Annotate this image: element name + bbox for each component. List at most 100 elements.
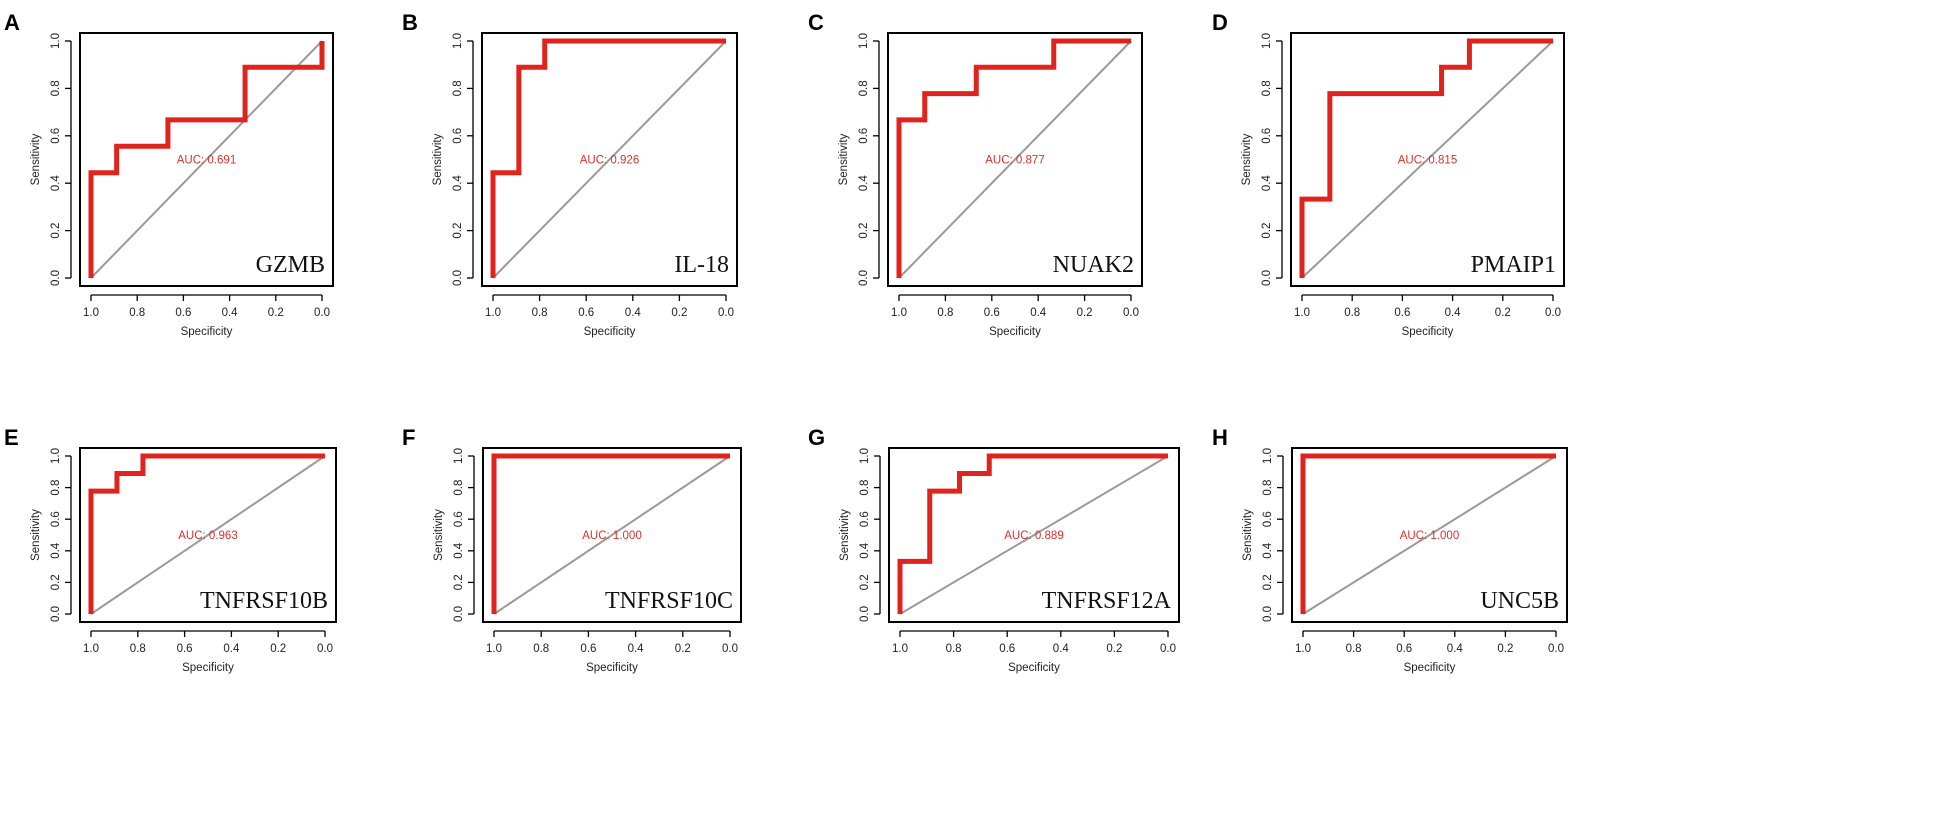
auc-label: AUC: 0.963	[178, 530, 237, 542]
roc-curve	[491, 453, 730, 614]
y-tick-label: 0.4	[50, 175, 62, 192]
x-axis-title: Specificity	[182, 662, 234, 674]
reference-diagonal	[1302, 455, 1557, 615]
x-tick-label: 0.0	[1545, 307, 1561, 319]
plot-frame	[887, 32, 1143, 287]
y-tick-label: 0.6	[50, 128, 62, 144]
x-tick-label: 0.6	[175, 307, 191, 319]
gene-label: PMAIP1	[1471, 252, 1556, 278]
x-tick-label: 0.4	[1445, 307, 1462, 319]
x-tick-label: 0.0	[1548, 643, 1564, 655]
y-tick-label: 0.6	[452, 128, 464, 144]
x-tick-label: 0.6	[999, 643, 1015, 655]
y-tick-label: 0.0	[50, 606, 62, 622]
reference-diagonal	[90, 40, 323, 279]
panel-letter: E	[4, 425, 19, 450]
y-tick-label: 0.8	[1261, 80, 1273, 96]
y-tick-label: 0.4	[452, 175, 464, 192]
x-tick-label: 1.0	[1294, 307, 1310, 319]
roc-curve	[1299, 38, 1553, 278]
roc-curve	[896, 38, 1131, 278]
plot-frame	[79, 447, 337, 623]
x-tick-label: 0.2	[675, 643, 691, 655]
x-tick-label: 0.2	[270, 643, 286, 655]
x-tick-label: 0.6	[578, 307, 594, 319]
x-tick-label: 1.0	[1295, 643, 1311, 655]
x-tick-label: 0.4	[223, 643, 240, 655]
plot-frame	[482, 447, 742, 623]
plot-frame	[1291, 447, 1568, 623]
x-tick-label: 0.4	[628, 643, 645, 655]
y-tick-label: 0.6	[50, 511, 62, 527]
y-axis-title: Sensitivity	[1241, 133, 1253, 185]
y-tick-label: 1.0	[50, 448, 62, 464]
y-tick-label: 0.4	[1261, 175, 1273, 192]
plot-frame	[1290, 32, 1565, 287]
y-tick-label: 0.8	[453, 480, 465, 496]
gene-label: UNC5B	[1480, 588, 1559, 614]
reference-diagonal	[898, 40, 1132, 279]
x-tick-label: 0.2	[1497, 643, 1513, 655]
x-axis-title: Specificity	[1404, 662, 1456, 674]
x-tick-label: 0.6	[984, 307, 1000, 319]
roc-curve	[88, 41, 325, 278]
roc-panel-a: A 1.0 0.8 0.6 0.4 0.2 0.0 Specificity 0.0 0.2 0.4 0…	[4, 10, 334, 338]
x-tick-label: 0.2	[1495, 307, 1511, 319]
y-tick-label: 0.6	[859, 511, 871, 527]
y-tick-label: 0.2	[858, 223, 870, 239]
x-tick-label: 0.8	[532, 307, 548, 319]
roc-panel-g: G 1.0 0.8 0.6 0.4 0.2 0.0 Specificity 0.0 0.2 0.4 0…	[808, 425, 1180, 674]
y-tick-label: 0.6	[858, 128, 870, 144]
reference-diagonal	[899, 455, 1169, 615]
y-tick-label: 0.2	[50, 574, 62, 590]
x-tick-label: 1.0	[892, 643, 908, 655]
x-tick-label: 0.8	[946, 643, 962, 655]
x-tick-label: 0.0	[718, 307, 734, 319]
roc-panel-e: E 1.0 0.8 0.6 0.4 0.2 0.0 Specificity 0.0 0.2 0.4 0…	[4, 425, 337, 674]
x-axis-title: Specificity	[584, 326, 636, 338]
y-tick-label: 1.0	[1261, 33, 1273, 49]
gene-label: TNFRSF12A	[1042, 588, 1172, 614]
y-tick-label: 0.8	[859, 480, 871, 496]
x-tick-label: 0.4	[1030, 307, 1047, 319]
y-tick-label: 0.0	[50, 270, 62, 286]
panel-letter: H	[1212, 425, 1228, 450]
x-tick-label: 0.8	[937, 307, 953, 319]
roc-panel-b: B 1.0 0.8 0.6 0.4 0.2 0.0 Specificity 0.0 0.2 0.4 0…	[402, 10, 738, 338]
gene-label: TNFRSF10C	[605, 588, 733, 614]
y-axis-title: Sensitivity	[30, 509, 42, 561]
x-tick-label: 0.0	[1160, 643, 1176, 655]
y-tick-label: 1.0	[50, 33, 62, 49]
y-tick-label: 0.4	[859, 542, 871, 559]
plot-frame	[888, 447, 1180, 623]
y-tick-label: 0.4	[1262, 542, 1274, 559]
auc-label: AUC: 0.889	[1004, 530, 1063, 542]
roc-panel-h: H 1.0 0.8 0.6 0.4 0.2 0.0 Specificity 0.0 0.2 0.4 0…	[1212, 425, 1568, 674]
y-tick-label: 1.0	[1262, 448, 1274, 464]
auc-label: AUC: 0.815	[1398, 155, 1457, 167]
y-tick-label: 0.6	[453, 511, 465, 527]
x-axis-title: Specificity	[181, 326, 233, 338]
x-axis-title: Specificity	[586, 662, 638, 674]
y-tick-label: 0.8	[452, 80, 464, 96]
panel-letter: F	[402, 425, 415, 450]
y-tick-label: 0.4	[453, 542, 465, 559]
y-axis-title: Sensitivity	[30, 133, 42, 185]
roc-panel-c: C 1.0 0.8 0.6 0.4 0.2 0.0 Specificity 0.0 0.2 0.4 0…	[808, 10, 1143, 338]
x-tick-label: 0.0	[314, 307, 330, 319]
x-tick-label: 0.6	[580, 643, 596, 655]
y-tick-label: 0.4	[50, 542, 62, 559]
y-axis-title: Sensitivity	[433, 509, 445, 561]
gene-label: GZMB	[256, 252, 325, 278]
x-tick-label: 1.0	[485, 307, 501, 319]
x-tick-label: 0.8	[1346, 643, 1362, 655]
y-axis-title: Sensitivity	[1242, 509, 1254, 561]
gene-label: NUAK2	[1053, 252, 1134, 278]
roc-curve	[1300, 453, 1556, 614]
panel-letter: A	[4, 10, 20, 35]
x-axis-title: Specificity	[1402, 326, 1454, 338]
auc-label: AUC: 0.877	[985, 155, 1044, 167]
x-tick-label: 0.0	[722, 643, 738, 655]
x-tick-label: 0.8	[533, 643, 549, 655]
x-tick-label: 0.8	[130, 643, 146, 655]
